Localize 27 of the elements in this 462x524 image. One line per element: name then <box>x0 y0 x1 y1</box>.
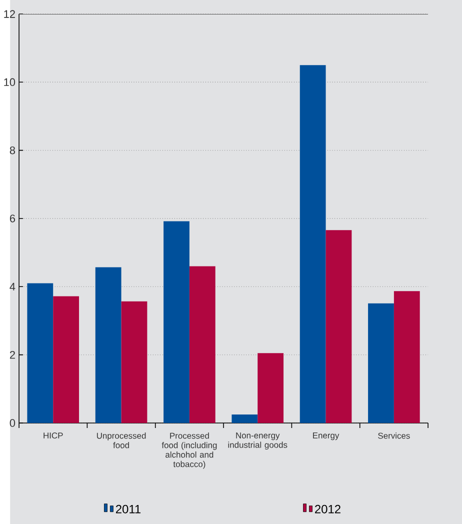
y-tick-label: 10 <box>4 78 16 86</box>
x-tick-label: Non-energy industrial goods <box>228 432 288 450</box>
bar <box>121 301 148 423</box>
x-tick-label: Unprocessed food <box>96 432 146 448</box>
bar <box>258 353 284 423</box>
y-tick-label: 0 <box>10 419 16 427</box>
x-tick-label: Services <box>378 432 410 439</box>
y-tick-label: 12 <box>4 10 15 18</box>
bar <box>27 283 54 423</box>
x-tick-label: HICP <box>44 432 63 439</box>
bar <box>53 296 79 423</box>
bar <box>163 221 190 423</box>
bar <box>95 267 122 423</box>
y-tick-label: 8 <box>10 146 15 154</box>
y-tick-label: 4 <box>10 282 16 290</box>
x-tick-label: Energy <box>313 432 340 440</box>
bar <box>394 291 420 423</box>
bar <box>189 266 216 423</box>
x-tick-label: Processed food (including alchohol and tobacco) <box>162 432 217 469</box>
bar <box>326 230 352 423</box>
bar <box>368 303 394 423</box>
bar <box>232 414 258 423</box>
legend-label: 2011 <box>116 504 140 514</box>
y-tick-label: 2 <box>10 351 15 359</box>
y-tick-label: 6 <box>10 214 15 222</box>
legend-label: 2012 <box>314 504 340 514</box>
bar <box>300 65 326 423</box>
